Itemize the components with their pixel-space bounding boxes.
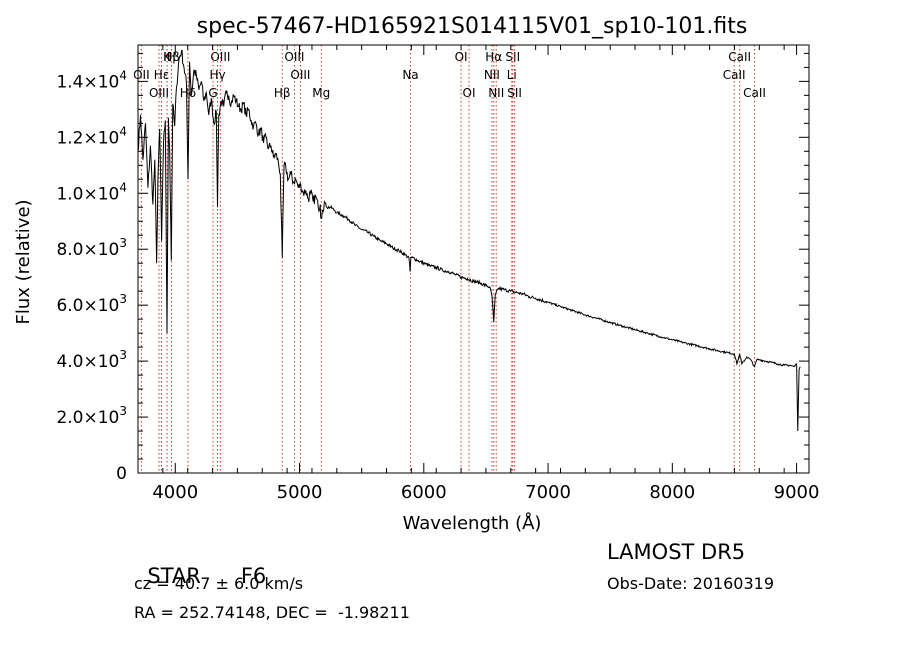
- marker-label-18: SII: [505, 50, 520, 64]
- chart-title: spec-57467-HD165921S014115V01_sp10-101.f…: [197, 14, 748, 39]
- y-tick-label-1: 2.0×103: [56, 404, 127, 428]
- object-class-line: STAR F6: [134, 540, 266, 588]
- marker-label-6: Hδ: [180, 86, 196, 100]
- marker-label-16: OI: [463, 86, 476, 100]
- x-tick-label-0: 4000: [152, 482, 198, 503]
- marker-label-20: Li: [507, 68, 517, 82]
- x-tick-label-3: 7000: [525, 482, 571, 503]
- x-tick-label-1: 5000: [277, 482, 323, 503]
- marker-label-24: CaII: [723, 68, 746, 82]
- x-tick-label-4: 8000: [649, 482, 695, 503]
- plot-frame: [137, 44, 810, 474]
- y-tick-label-5: 1.0×104: [56, 180, 127, 204]
- x-axis-label: Wavelength (Å): [403, 512, 542, 534]
- marker-label-22: SII: [507, 86, 522, 100]
- y-tick-label-3: 6.0×103: [56, 292, 127, 316]
- axis-layer: 4000 5000 6000 7000 8000 9000 0 2.0×103 4.0×103 6…: [56, 45, 819, 503]
- marker-label-1: K: [163, 50, 172, 64]
- marker-label-17: Hα: [485, 50, 502, 64]
- y-tick-label-0: 0: [116, 464, 127, 484]
- marker-label-8: Hγ: [209, 68, 225, 82]
- marker-label-19: NII: [484, 68, 500, 82]
- marker-label-21: NII: [488, 86, 504, 100]
- marker-label-2: H: [167, 50, 176, 64]
- marker-label-11: OIII: [290, 68, 310, 82]
- coordinates-text: RA = 252.74148, DEC = -1.98211: [134, 603, 410, 622]
- marker-label-5: OIII: [149, 86, 169, 100]
- marker-label-23: CaII: [728, 50, 751, 64]
- survey-name: LAMOST DR5: [607, 540, 746, 564]
- y-tick-label-2: 4.0×103: [56, 348, 127, 372]
- marker-label-10: OIII: [284, 50, 304, 64]
- object-subclass: F6: [240, 564, 267, 588]
- marker-label-25: CaII: [743, 86, 766, 100]
- marker-label-9: G: [208, 86, 217, 100]
- marker-label-7: OIII: [210, 50, 230, 64]
- obs-date-text: Obs-Date: 20160319: [607, 574, 775, 593]
- redshift-text: cz = 40.7 ± 6.0 km/s: [134, 574, 304, 593]
- y-axis-label: Flux (relative): [13, 199, 34, 324]
- x-tick-label-2: 6000: [401, 482, 447, 503]
- marker-label-12: Hβ: [274, 86, 291, 100]
- y-tick-label-4: 8.0×103: [56, 236, 127, 260]
- x-tick-label-5: 9000: [774, 482, 820, 503]
- marker-label-13: Mg: [312, 86, 330, 100]
- y-tick-label-6: 1.2×104: [56, 124, 127, 148]
- spectrum-line: [137, 49, 801, 432]
- object-class: STAR: [147, 564, 201, 588]
- marker-label-14: Na: [402, 68, 418, 82]
- marker-label-3: OII: [133, 68, 150, 82]
- marker-label-4: Hε: [154, 68, 170, 82]
- y-tick-label-7: 1.4×104: [56, 68, 127, 92]
- marker-label-15: OI: [455, 50, 468, 64]
